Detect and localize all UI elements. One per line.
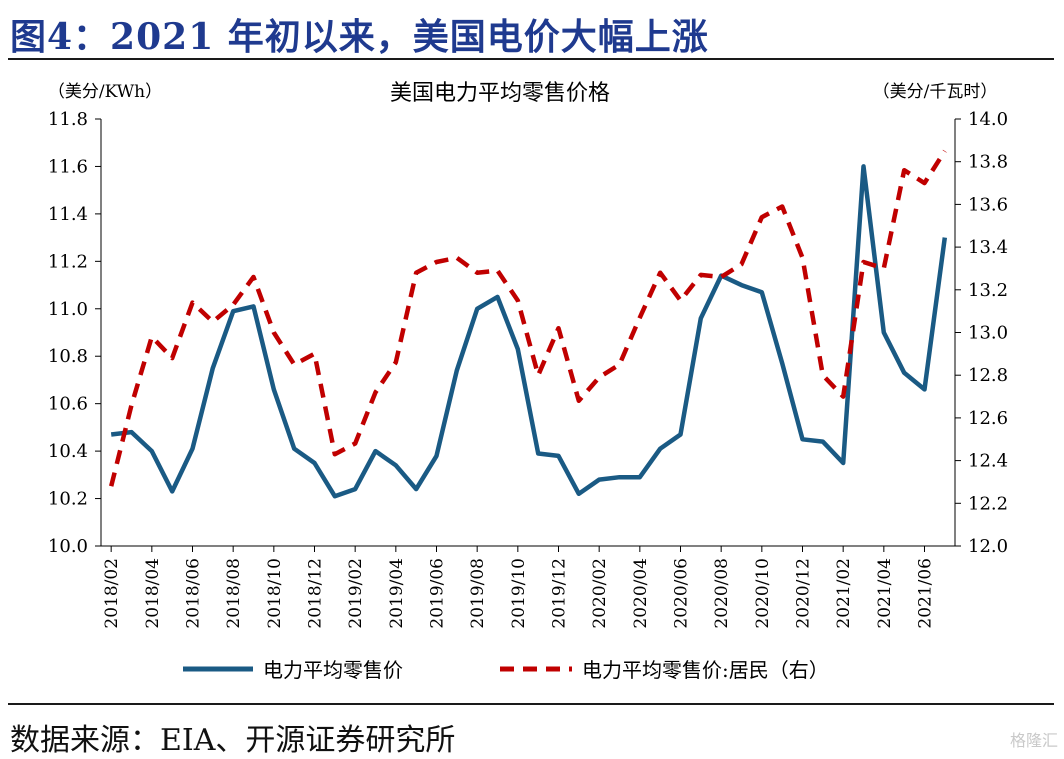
left-tick-label: 11.0 <box>48 299 88 320</box>
source-note: 数据来源：EIA、开源证券研究所 <box>10 723 456 758</box>
x-tick-label: 2019/10 <box>509 558 529 629</box>
legend-label-residential: 电力平均零售价:居民（右） <box>582 658 829 682</box>
x-tick-label: 2018/04 <box>143 558 163 629</box>
series-group <box>109 149 948 499</box>
right-tick-label: 12.8 <box>968 365 1008 386</box>
right-tick-label: 13.8 <box>968 152 1008 173</box>
x-tick-label: 2020/04 <box>631 558 651 629</box>
left-tick-label: 11.2 <box>48 251 88 272</box>
watermark-logo: 格隆汇 <box>1009 731 1058 750</box>
left-tick-label: 10.6 <box>48 394 88 415</box>
x-tick-label: 2018/10 <box>265 558 285 629</box>
x-tick-label: 2018/02 <box>102 558 122 629</box>
x-tick-label: 2021/06 <box>916 558 936 629</box>
axes-group: 10.0 10.2 10.4 10.6 10.8 11.0 11.2 11.4 11.6 11.8… <box>48 109 1008 629</box>
legend-label-retail: 电力平均零售价 <box>263 658 403 682</box>
series-line-residential <box>109 149 947 487</box>
right-tick-label: 14.0 <box>968 109 1008 130</box>
right-tick-label: 13.0 <box>968 323 1008 344</box>
right-tick-label: 12.2 <box>968 493 1008 514</box>
x-tick-label: 2021/04 <box>875 558 895 629</box>
bottom-rule <box>8 703 1054 705</box>
right-axis-unit: （美分/千瓦时） <box>873 82 998 102</box>
left-axis-unit: （美分/KWh） <box>48 82 162 102</box>
legend: 电力平均零售价 电力平均零售价:居民（右） <box>183 658 829 682</box>
x-tick-label: 2018/12 <box>306 558 326 629</box>
left-tick-label: 11.6 <box>48 156 88 177</box>
x-tick-label: 2019/06 <box>428 558 448 629</box>
x-tick-label: 2019/04 <box>387 558 407 629</box>
right-tick-label: 12.4 <box>968 451 1008 472</box>
right-tick-label: 12.6 <box>968 408 1008 429</box>
x-tick-label: 2019/12 <box>550 558 570 629</box>
right-tick-label: 13.6 <box>968 194 1008 215</box>
left-tick-label: 11.4 <box>48 204 88 225</box>
x-tick-label: 2019/08 <box>468 558 488 629</box>
left-tick-label: 10.4 <box>48 441 88 462</box>
x-tick-label: 2020/12 <box>794 558 814 629</box>
x-tick-label: 2020/10 <box>753 558 773 629</box>
left-tick-label: 11.8 <box>48 109 88 130</box>
x-tick-label: 2021/02 <box>834 558 854 629</box>
right-tick-label: 13.4 <box>968 237 1008 258</box>
x-tick-label: 2020/08 <box>712 558 732 629</box>
x-tick-label: 2020/02 <box>590 558 610 629</box>
x-tick-label: 2020/06 <box>672 558 692 629</box>
left-tick-label: 10.2 <box>48 489 88 510</box>
x-tick-label: 2018/08 <box>224 558 244 629</box>
x-tick-label: 2018/06 <box>184 558 204 629</box>
series-line-retail <box>110 164 948 499</box>
right-tick-label: 13.2 <box>968 280 1008 301</box>
x-tick-label: 2019/02 <box>346 558 366 629</box>
chart-title: 美国电力平均零售价格 <box>390 81 610 106</box>
figure-title: 图4：2021 年初以来，美国电价大幅上涨 <box>10 16 709 58</box>
right-tick-label: 12.0 <box>968 536 1008 557</box>
left-tick-label: 10.0 <box>48 536 88 557</box>
left-tick-label: 10.8 <box>48 346 88 367</box>
top-rule <box>8 58 1054 60</box>
